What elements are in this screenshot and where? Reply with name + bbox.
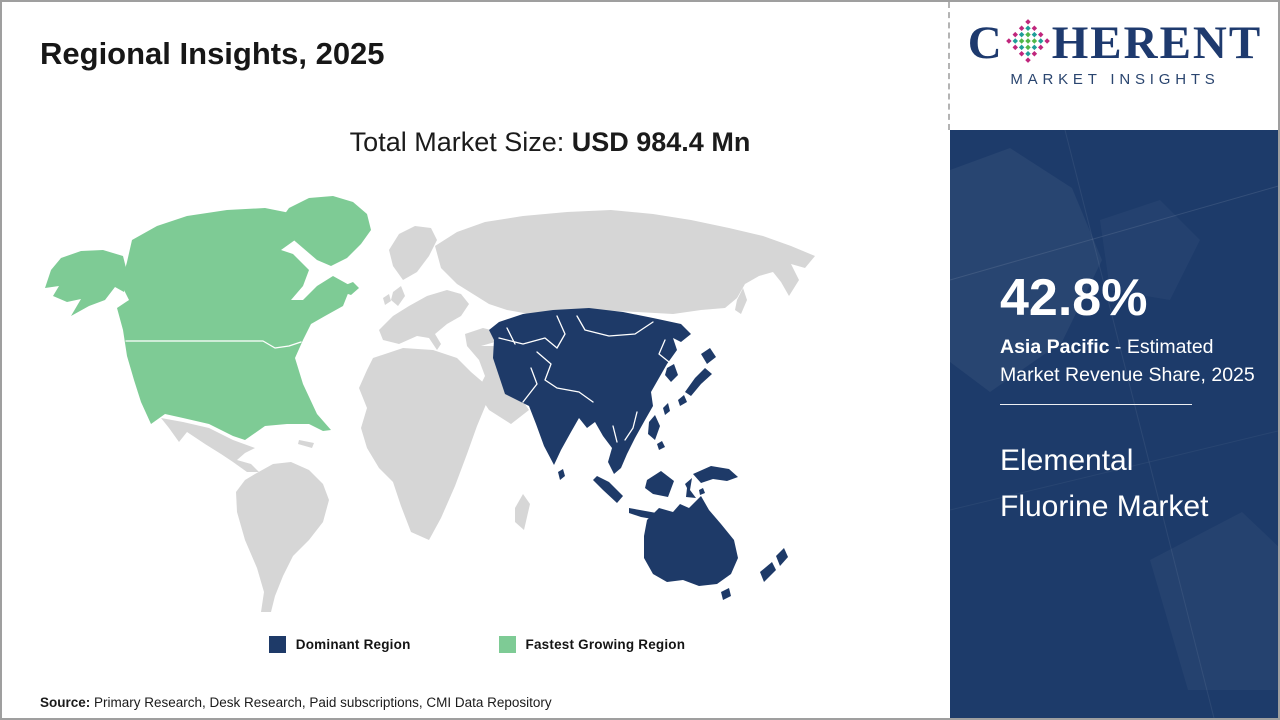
- source-label: Source:: [40, 695, 91, 710]
- sidebar-content: 42.8% Asia Pacific - Estimated Market Re…: [950, 130, 1278, 530]
- total-market-size: Total Market Size: USD 984.4 Mn: [110, 127, 990, 158]
- share-region: Asia Pacific: [1000, 336, 1110, 358]
- legend-swatch-dominant: [268, 636, 286, 653]
- legend-swatch-fastest-growing: [498, 636, 516, 653]
- share-value: 42.8%: [1000, 269, 1148, 327]
- total-market-size-value: USD 984.4 Mn: [571, 127, 751, 157]
- source-text: Primary Research, Desk Research, Paid su…: [90, 695, 552, 710]
- page-title: Regional Insights, 2025: [40, 36, 385, 71]
- legend-label-dominant: Dominant Region: [295, 637, 411, 652]
- sidebar-map-texture: [950, 130, 1278, 718]
- stat-sidebar: 42.8% Asia Pacific - Estimated Market Re…: [950, 130, 1278, 718]
- legend-label-fastest-growing: Fastest Growing Region: [525, 637, 686, 652]
- map-region-dominant: [489, 308, 788, 600]
- legend-item-dominant: Dominant Region: [268, 636, 411, 653]
- share-description-rest: - Estimated Market Revenue Share, 2025: [1000, 336, 1255, 386]
- logo-dots-icon: [1005, 19, 1050, 63]
- logo-tagline: MARKET INSIGHTS: [1010, 71, 1220, 88]
- world-map: [45, 196, 815, 612]
- legend-item-fastest-growing: Fastest Growing Region: [498, 636, 686, 653]
- brand-logo-wordmark: C HERENT: [968, 18, 1262, 68]
- market-name: Elemental Fluorine Market: [1000, 444, 1209, 523]
- brand-logo: C HERENT MARKET INSIGHTS: [950, 18, 1278, 88]
- map-region-fastest-growing: [45, 196, 371, 440]
- share-description: Asia Pacific - Estimated Market Revenue …: [1000, 333, 1264, 389]
- sidebar-divider: [1000, 404, 1192, 405]
- logo-letters-rest: HERENT: [1051, 16, 1263, 69]
- logo-letter-c: C: [967, 16, 1004, 69]
- map-country-borders: [125, 315, 670, 443]
- source-footer: Source: Primary Research, Desk Research,…: [40, 695, 552, 710]
- map-legend: Dominant Region Fastest Growing Region: [37, 636, 917, 653]
- total-market-size-label: Total Market Size:: [349, 127, 572, 157]
- header-dashed-divider: [948, 2, 950, 130]
